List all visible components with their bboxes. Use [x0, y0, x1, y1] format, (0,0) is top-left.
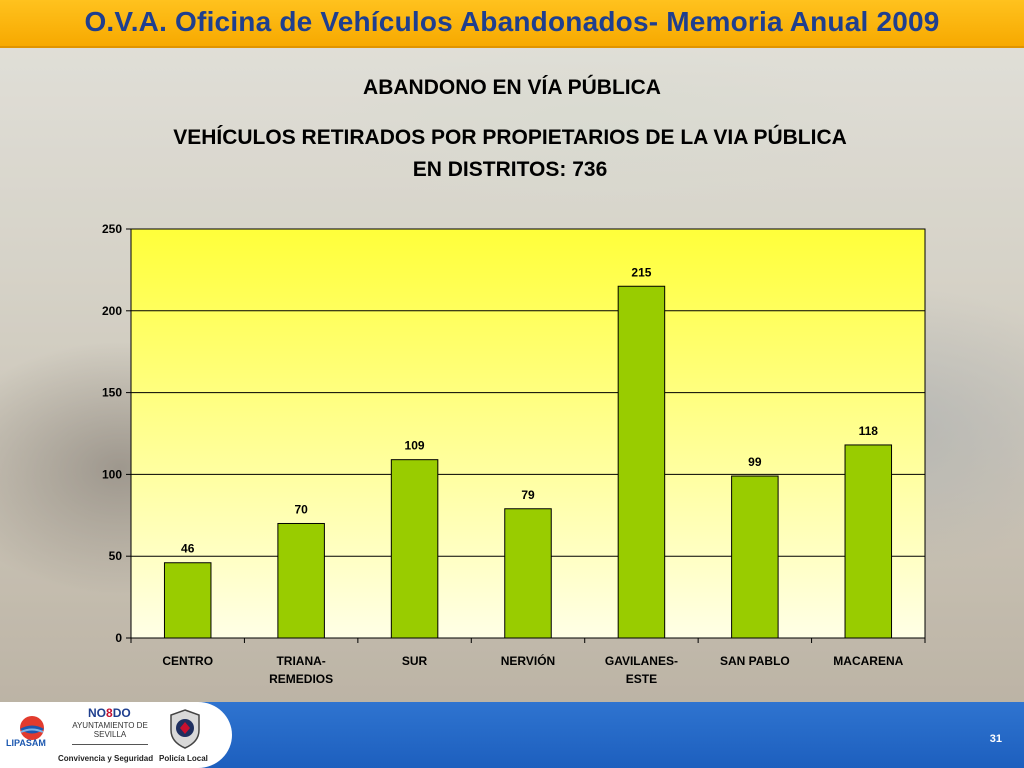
x-category-label: TRIANA-: [276, 654, 325, 668]
y-tick-label: 250: [102, 222, 122, 236]
x-category-label: CENTRO: [162, 654, 213, 668]
bar-value-label: 109: [405, 439, 425, 453]
data-labels: 46 70 109 79 215 99 118: [181, 265, 878, 555]
x-category-label: MACARENA: [833, 654, 903, 668]
bar-value-label: 46: [181, 542, 195, 556]
policia-local-label: Policía Local: [159, 754, 208, 763]
tagline: Convivencia y Seguridad: [58, 754, 154, 763]
bar: [844, 444, 893, 639]
bar: [390, 459, 439, 639]
x-axis: CENTRO TRIANA- REMEDIOS SUR NERVIÓN GAVILANES…: [130, 638, 926, 686]
nodo-logo: NO8DO: [88, 706, 131, 720]
x-category-label: NERVIÓN: [501, 653, 555, 668]
y-tick-label: 50: [109, 549, 123, 563]
lipasam-logo-icon: [20, 716, 44, 740]
bar: [731, 475, 779, 639]
bar-value-label: 118: [859, 424, 879, 438]
bar-chart: 0 50 100 150 200 250 CENTRO TRIANA- REMEDIOS SUR…: [102, 222, 926, 686]
bar: [617, 285, 666, 639]
police-badge-icon: [170, 709, 200, 749]
page-number: 31: [989, 733, 1002, 745]
title-bar: O.V.A. Oficina de Vehículos Abandonados-…: [0, 0, 1024, 48]
x-category-label: GAVILANES-: [605, 654, 678, 668]
y-tick-label: 100: [102, 467, 122, 481]
bar-series: [163, 285, 893, 639]
lipasam-logo-text: LIPASAM: [6, 738, 46, 748]
y-axis: 0 50 100 150 200 250: [102, 222, 131, 645]
x-category-label: ESTE: [626, 672, 657, 686]
bar: [504, 508, 552, 639]
y-tick-label: 150: [102, 386, 122, 400]
y-tick-label: 200: [102, 304, 122, 318]
slide-title: O.V.A. Oficina de Vehículos Abandonados-…: [84, 6, 940, 37]
bar: [163, 562, 212, 639]
chart-subheading: VEHÍCULOS RETIRADOS POR PROPIETARIOS DE …: [173, 126, 847, 181]
y-tick-label: 0: [115, 631, 122, 645]
gridlines: [131, 310, 925, 557]
bar-value-label: 215: [631, 265, 651, 279]
x-category-label: SUR: [402, 654, 428, 668]
chart-heading: ABANDONO EN VÍA PÚBLICA: [363, 76, 661, 99]
ayuntamiento-logo: AYUNTAMIENTO DE SEVILLA: [72, 721, 148, 739]
x-category-label: REMEDIOS: [269, 672, 333, 686]
bar-value-label: 79: [521, 488, 535, 502]
bar: [277, 522, 325, 639]
bar-value-label: 99: [748, 455, 762, 469]
bar-value-label: 70: [294, 502, 308, 516]
x-category-label: SAN PABLO: [720, 654, 790, 668]
logo-divider: [72, 744, 148, 745]
